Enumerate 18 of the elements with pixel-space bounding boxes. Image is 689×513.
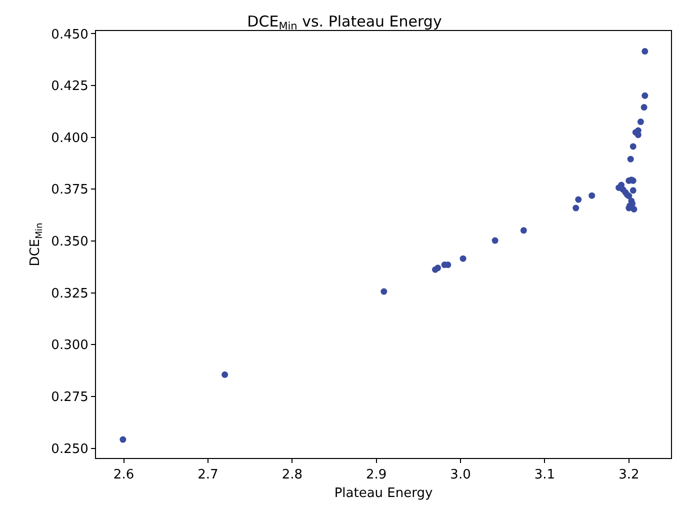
- x-tick-label: 3.2: [618, 468, 640, 483]
- x-tick-label: 3.1: [534, 468, 556, 483]
- y-tick-label: 0.425: [51, 79, 88, 94]
- x-tick-label: 3.0: [450, 468, 471, 483]
- x-tick-label: 2.7: [198, 468, 218, 483]
- y-tick-label: 0.450: [51, 27, 88, 42]
- y-tick-label: 0.300: [51, 338, 88, 354]
- y-tick-label: 0.275: [51, 390, 88, 405]
- y-tick-label: 0.250: [51, 442, 88, 457]
- x-axis-title: Plateau Energy: [334, 486, 433, 502]
- y-tick-label: 0.325: [51, 286, 88, 302]
- chart-title: DCE$_{Min}$ vs. Plateau Energy: [247, 12, 442, 33]
- x-tick-label: 2.8: [282, 468, 303, 483]
- x-tick-label: 2.6: [113, 468, 134, 483]
- y-tick-label: 0.400: [51, 130, 88, 146]
- x-tick-label: 2.9: [366, 468, 387, 483]
- y-tick-label: 0.350: [51, 234, 88, 250]
- y-tick-label: 0.375: [51, 182, 88, 198]
